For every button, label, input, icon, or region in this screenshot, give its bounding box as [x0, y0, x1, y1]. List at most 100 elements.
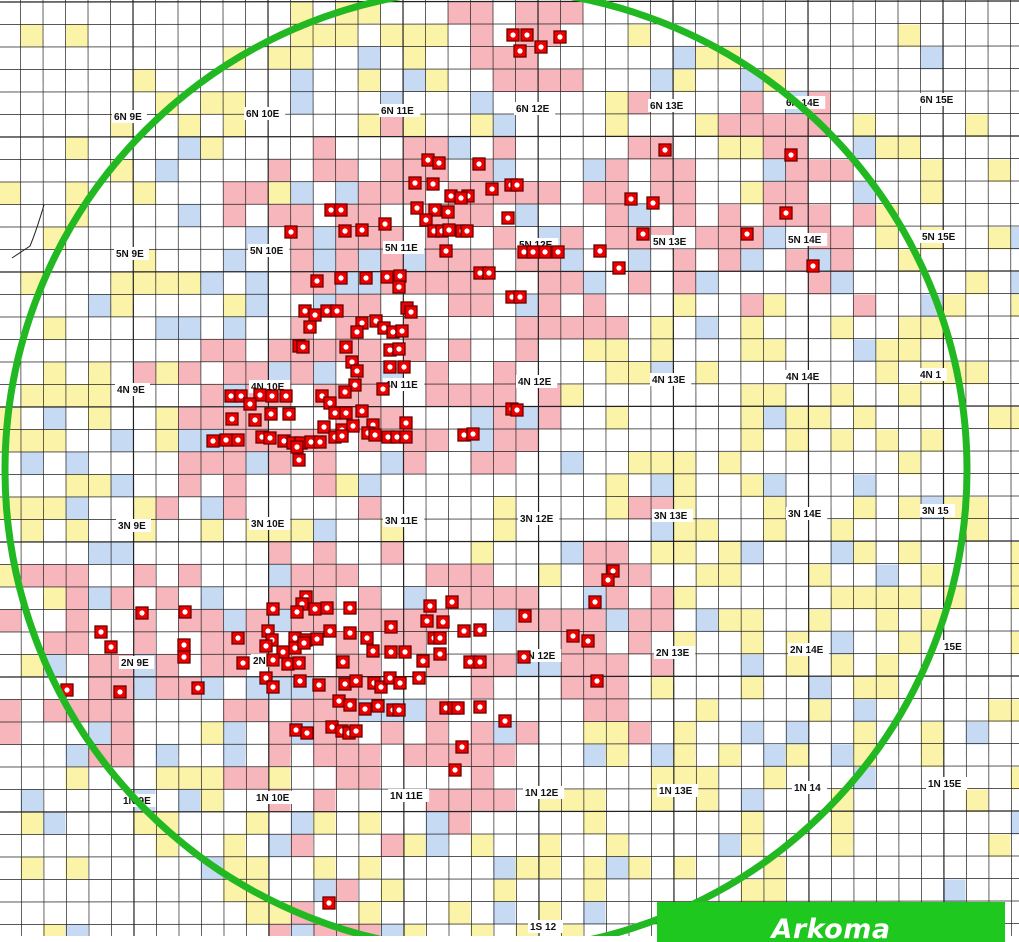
- section-cell: [201, 385, 224, 408]
- section-cell: [313, 790, 336, 813]
- section-cell: [246, 182, 269, 205]
- section-cell: [696, 115, 719, 138]
- section-cell: [66, 632, 89, 655]
- section-cell: [786, 430, 809, 453]
- well-marker: [399, 646, 411, 658]
- well-marker: [396, 325, 408, 337]
- section-cell: [381, 722, 404, 745]
- section-cell: [606, 835, 629, 858]
- section-cell: [921, 430, 944, 453]
- grid-line-vertical: [1011, 0, 1012, 936]
- section-cell: [426, 835, 449, 858]
- section-cell: [583, 542, 606, 565]
- section-cell: [786, 160, 809, 183]
- section-cell: [583, 340, 606, 363]
- section-cell: [223, 745, 246, 768]
- section-cell: [696, 227, 719, 250]
- section-cell: [223, 700, 246, 723]
- section-cell: [898, 587, 921, 610]
- section-cell: [358, 655, 381, 678]
- section-cell: [1011, 272, 1019, 295]
- section-cell: [43, 497, 66, 520]
- township-label: 6N 9E: [114, 112, 142, 123]
- well-marker: [351, 365, 363, 377]
- section-cell: [606, 317, 629, 340]
- section-cell: [583, 610, 606, 633]
- section-cell: [471, 407, 494, 430]
- section-cell: [606, 407, 629, 430]
- township-label: 5N 15E: [922, 232, 956, 243]
- section-cell: [448, 340, 471, 363]
- section-cell: [696, 565, 719, 588]
- section-cell: [628, 25, 651, 48]
- well-marker: [293, 454, 305, 466]
- section-cell: [246, 812, 269, 835]
- section-cell: [696, 610, 719, 633]
- grid-line-vertical: [336, 0, 337, 936]
- section-cell: [156, 677, 179, 700]
- section-cell: [673, 205, 696, 228]
- section-cell: [583, 295, 606, 318]
- well-marker: [359, 703, 371, 715]
- section-cell: [988, 407, 1011, 430]
- section-cell: [471, 790, 494, 813]
- well-marker: [417, 655, 429, 667]
- section-cell: [246, 295, 269, 318]
- well-marker: [369, 429, 381, 441]
- section-cell: [156, 655, 179, 678]
- section-cell: [741, 542, 764, 565]
- section-cell: [88, 677, 111, 700]
- well-marker: [385, 621, 397, 633]
- well-marker: [393, 704, 405, 716]
- township-label: 4N 12E: [518, 377, 552, 388]
- well-marker: [394, 270, 406, 282]
- section-cell: [156, 160, 179, 183]
- section-cell: [538, 272, 561, 295]
- section-cell: [313, 452, 336, 475]
- section-cell: [88, 362, 111, 385]
- section-cell: [268, 925, 291, 937]
- section-cell: [741, 407, 764, 430]
- section-cell: [66, 25, 89, 48]
- section-cell: [628, 565, 651, 588]
- section-cell: [853, 475, 876, 498]
- well-marker: [591, 675, 603, 687]
- section-cell: [853, 205, 876, 228]
- section-cell: [606, 587, 629, 610]
- section-cell: [313, 340, 336, 363]
- grid-line-vertical: [943, 0, 944, 936]
- section-cell: [673, 70, 696, 93]
- township-label: 15E: [944, 642, 962, 653]
- section-cell: [786, 745, 809, 768]
- section-cell: [898, 385, 921, 408]
- township-label: 4N 1: [920, 370, 942, 381]
- grid-line-horizontal: [0, 339, 1019, 340]
- township-label: 4N 9E: [117, 385, 145, 396]
- section-cell: [808, 160, 831, 183]
- well-marker: [207, 435, 219, 447]
- well-marker: [647, 197, 659, 209]
- township-label: 5N 10E: [250, 246, 284, 257]
- section-cell: [583, 902, 606, 925]
- section-cell: [21, 857, 44, 880]
- section-cell: [741, 790, 764, 813]
- grid-line-vertical: [246, 0, 247, 936]
- township-label: 5N 14E: [788, 235, 822, 246]
- section-cell: [133, 362, 156, 385]
- section-cell: [741, 677, 764, 700]
- section-cell: [66, 767, 89, 790]
- section-cell: [493, 430, 516, 453]
- section-cell: [381, 925, 404, 937]
- section-cell: [696, 520, 719, 543]
- well-marker: [567, 630, 579, 642]
- section-cell: [606, 362, 629, 385]
- grid-line-horizontal: [0, 451, 1019, 452]
- section-cell: [538, 565, 561, 588]
- grid-line-horizontal: [0, 249, 1019, 250]
- section-cell: [516, 317, 539, 340]
- section-cell: [606, 677, 629, 700]
- section-cell: [673, 272, 696, 295]
- section-cell: [313, 857, 336, 880]
- section-cell: [336, 25, 359, 48]
- section-cell: [43, 812, 66, 835]
